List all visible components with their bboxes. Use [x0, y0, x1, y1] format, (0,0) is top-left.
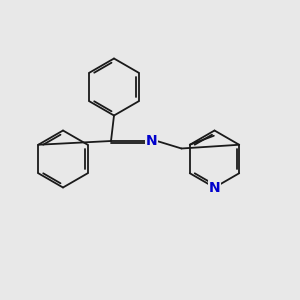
Text: N: N — [146, 134, 157, 148]
Text: N: N — [209, 181, 220, 194]
